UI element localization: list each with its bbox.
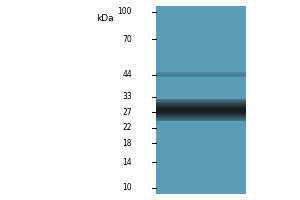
- Bar: [156, 120, 246, 121]
- Bar: [156, 119, 246, 120]
- Bar: [156, 106, 246, 107]
- Bar: [156, 112, 246, 113]
- Text: 14: 14: [122, 158, 132, 167]
- Bar: [156, 108, 246, 109]
- Bar: [156, 117, 246, 118]
- Bar: [156, 113, 246, 114]
- Bar: [156, 105, 246, 106]
- Text: 100: 100: [118, 7, 132, 17]
- Bar: [156, 6, 246, 194]
- Bar: [156, 103, 246, 104]
- Bar: [156, 109, 246, 110]
- Text: 22: 22: [122, 123, 132, 132]
- Bar: [156, 114, 246, 115]
- Text: 27: 27: [122, 108, 132, 117]
- Text: 33: 33: [122, 92, 132, 101]
- Text: 44: 44: [122, 70, 132, 79]
- Bar: [156, 116, 246, 117]
- Bar: [156, 107, 246, 108]
- Text: 18: 18: [122, 139, 132, 148]
- Bar: [156, 115, 246, 116]
- Bar: [156, 111, 246, 112]
- Text: kDa: kDa: [96, 14, 114, 23]
- Bar: [156, 102, 246, 103]
- Bar: [156, 110, 246, 111]
- Bar: [156, 101, 246, 102]
- Bar: [156, 100, 246, 101]
- Bar: [156, 104, 246, 105]
- Text: 10: 10: [122, 184, 132, 192]
- Bar: [156, 99, 246, 100]
- Bar: [156, 118, 246, 119]
- Text: 70: 70: [122, 35, 132, 44]
